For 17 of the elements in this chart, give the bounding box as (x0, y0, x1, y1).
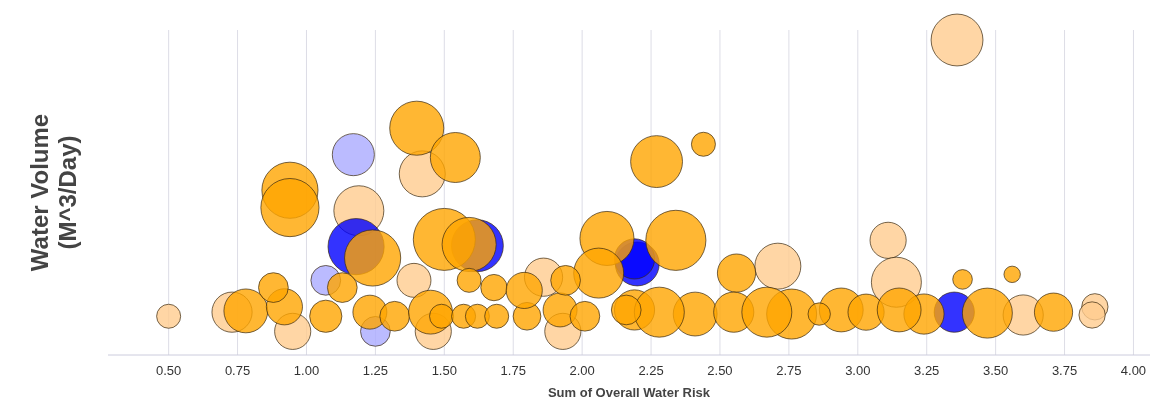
x-tick-label: 2.75 (776, 363, 802, 378)
x-tick-label: 1.25 (362, 363, 389, 378)
x-tick-label: 3.75 (1051, 363, 1078, 378)
x-axis-title: Sum of Overall Water Risk (547, 385, 711, 400)
y-axis-title: Water Volume (M^3/Day) (26, 113, 81, 272)
x-tick-label: 2.00 (569, 363, 595, 378)
x-tick-label: 1.50 (431, 363, 457, 378)
x-tick-label: 0.75 (224, 363, 251, 378)
x-tick-label: 1.00 (293, 363, 320, 378)
x-tick-label: 4.00 (1120, 363, 1147, 378)
x-tick-label: 1.75 (500, 363, 526, 378)
x-tick-label: 0.50 (155, 363, 182, 378)
x-tick-label: 2.50 (707, 363, 733, 378)
x-tick-label: 3.00 (845, 363, 871, 378)
x-tick-label: 3.25 (914, 363, 940, 378)
x-tick-label: 2.25 (638, 363, 664, 378)
x-tick-label: 3.50 (982, 363, 1009, 378)
